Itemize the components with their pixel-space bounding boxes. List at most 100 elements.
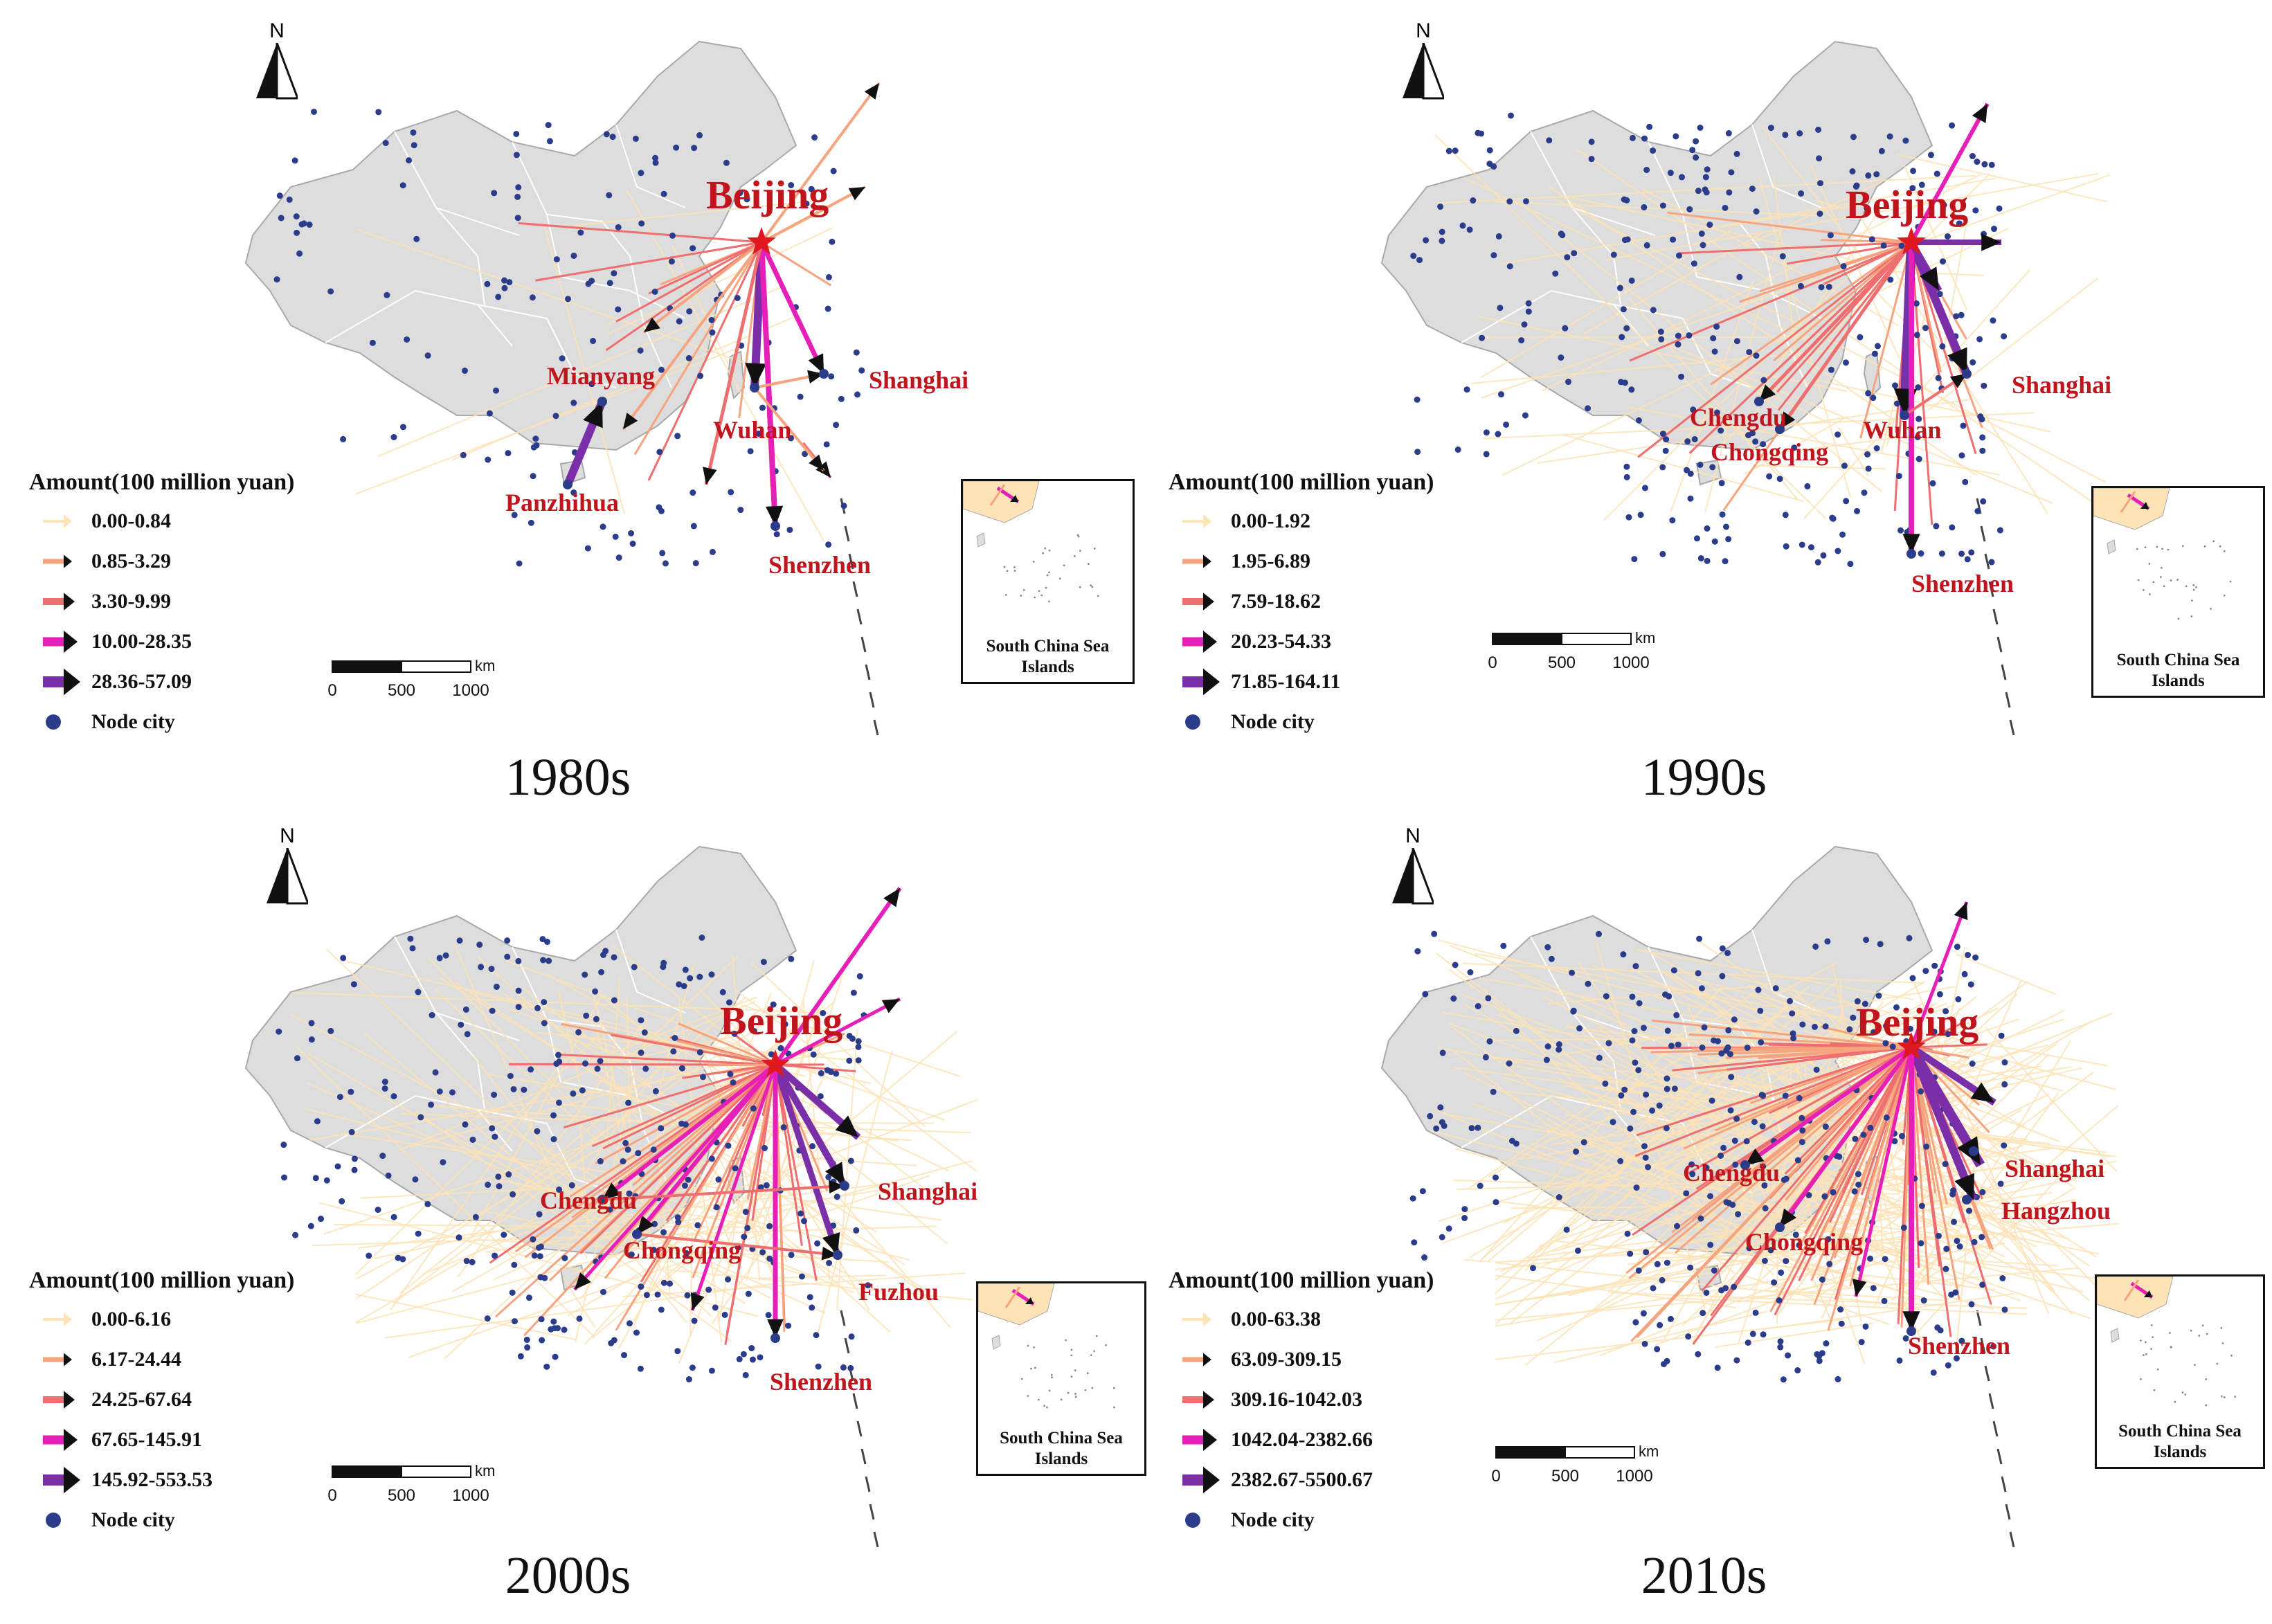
major-city-node: [1906, 549, 1916, 559]
north-arrow-icon: [1392, 847, 1436, 905]
flow-line: [1545, 1067, 2082, 1192]
node-city: [529, 294, 536, 301]
flow-line: [1711, 1000, 1932, 1248]
node-city: [773, 531, 780, 538]
node-city: [1450, 995, 1457, 1002]
node-city: [1439, 1234, 1445, 1240]
legend-item-label: 10.00-28.35: [91, 630, 192, 653]
node-city: [633, 1329, 640, 1336]
node-city: [713, 1204, 720, 1211]
flow-arrowhead: [1919, 267, 1939, 291]
node-city: [689, 245, 696, 252]
node-city: [1829, 514, 1836, 521]
flow-line: [314, 1009, 785, 1328]
node-city: [1662, 447, 1669, 454]
node-city: [1731, 1016, 1738, 1023]
node-city: [1882, 1256, 1888, 1263]
node-city: [788, 1252, 795, 1258]
major-city-node: [1754, 397, 1764, 406]
flow-line: [394, 1152, 593, 1303]
node-city: [1506, 198, 1513, 205]
node-city: [1669, 517, 1676, 524]
node-city: [811, 134, 818, 141]
legend-arrow-icon: [1182, 593, 1214, 611]
node-city: [1797, 282, 1804, 289]
scale-bar: 0 500 1000 km: [325, 654, 533, 713]
flow-line: [1762, 1292, 2014, 1330]
node-city: [1439, 1049, 1446, 1056]
node-city: [1805, 1191, 1812, 1198]
node-city: [1693, 535, 1700, 542]
node-city: [1605, 1040, 1612, 1047]
node-city: [1972, 207, 1979, 214]
node-city: [1573, 1148, 1580, 1155]
city-label-shanghai: Shanghai: [2012, 371, 2112, 399]
node-city: [588, 278, 595, 285]
node-city: [1980, 498, 1987, 505]
node-city: [1470, 197, 1477, 204]
node-city: [760, 959, 767, 966]
node-city: [1988, 161, 1995, 168]
city-label-fuzhou: Fuzhou: [858, 1278, 939, 1306]
flow-line: [689, 1231, 694, 1338]
node-city: [1641, 204, 1648, 210]
node-city: [740, 1351, 747, 1357]
major-city-node: [1906, 1326, 1916, 1336]
node-city: [725, 999, 732, 1006]
node-city: [1558, 354, 1565, 361]
node-city: [1731, 1283, 1738, 1290]
node-city: [1826, 1261, 1833, 1267]
flow-line: [1743, 181, 1882, 248]
legend-title: Amount(100 million yuan): [1169, 469, 1434, 495]
node-city: [1878, 147, 1885, 154]
node-city: [1663, 436, 1670, 443]
island-dot: [2205, 1404, 2208, 1407]
scale-tick-label: 500: [388, 681, 415, 700]
node-city: [1718, 1050, 1725, 1057]
flow-line: [1910, 1047, 1930, 1285]
node-city: [1603, 993, 1610, 1000]
node-city: [763, 1182, 770, 1189]
province-boundary: [546, 214, 686, 319]
node-city: [476, 941, 483, 948]
flow-line-major: [601, 1063, 777, 1202]
flow-line-major: [1854, 1047, 1913, 1297]
node-city: [856, 973, 863, 980]
node-city: [276, 192, 283, 199]
flow-arrowhead: [1780, 1208, 1797, 1227]
node-city: [1500, 942, 1507, 949]
flow-line: [682, 1063, 776, 1079]
flow-line-major: [759, 241, 827, 375]
island-dot: [2150, 1348, 2152, 1350]
node-city: [1617, 1157, 1624, 1164]
node-city: [1497, 305, 1504, 312]
flow-line: [591, 1063, 776, 1148]
province-boundary: [1461, 289, 1649, 347]
node-city: [660, 190, 667, 197]
node-city: [489, 1007, 496, 1014]
node-city: [399, 182, 406, 189]
island-dot: [1013, 570, 1016, 572]
legend-item: 0.85-3.29: [29, 541, 348, 581]
node-city: [513, 130, 520, 137]
node-city: [656, 504, 662, 511]
node-city: [1452, 147, 1459, 154]
major-city-node: [833, 1250, 842, 1260]
node-city: [1996, 205, 2003, 212]
flow-line: [292, 991, 829, 1014]
node-city: [336, 1094, 343, 1101]
node-city: [638, 220, 645, 227]
node-city: [1475, 1124, 1481, 1131]
node-city: [1897, 527, 1904, 534]
legend-item-label: 67.65-145.91: [91, 1428, 202, 1451]
node-city: [1585, 405, 1592, 412]
city-label-hangzhou: Hangzhou: [2001, 1197, 2111, 1225]
flow-line: [608, 227, 833, 335]
node-city: [1862, 1323, 1869, 1330]
node-city: [1958, 312, 1965, 318]
node-city: [712, 1304, 719, 1311]
node-city: [1610, 1119, 1616, 1126]
node-city: [1744, 1044, 1751, 1051]
node-city: [660, 959, 667, 966]
